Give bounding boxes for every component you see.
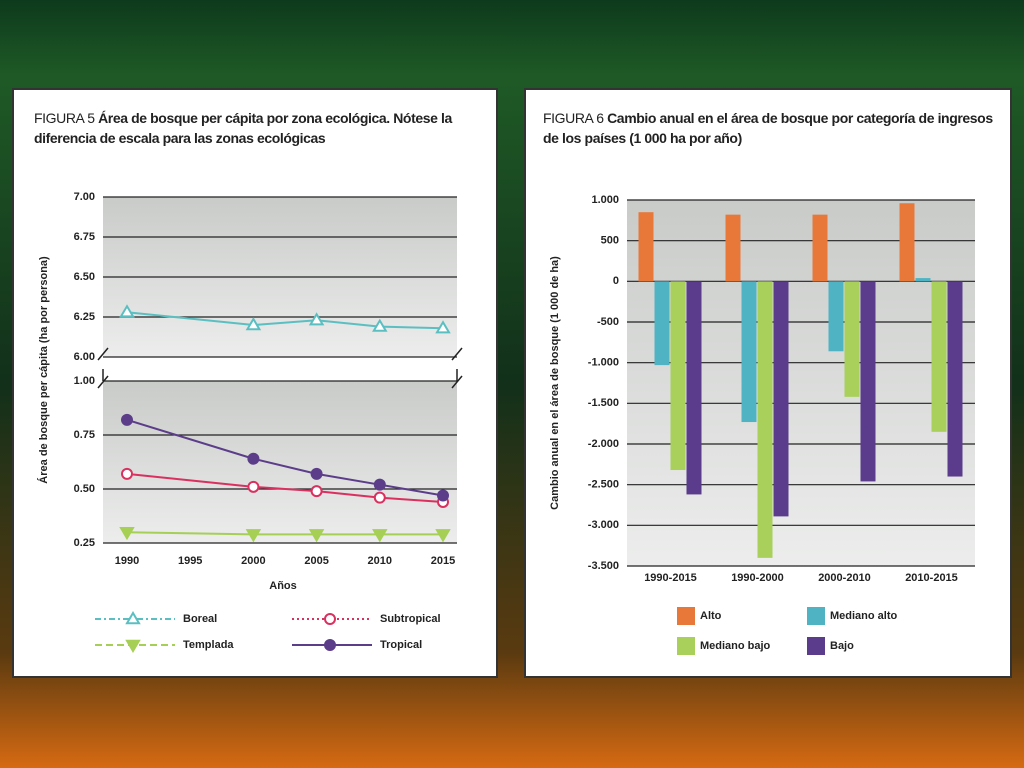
marker <box>121 413 133 426</box>
marker <box>308 529 325 543</box>
y-axis-label: Área de bosque per cápita (ha por person… <box>37 256 50 484</box>
x-tick-label: 2010 <box>368 555 392 567</box>
legend-label: Mediano alto <box>830 610 898 622</box>
legend-swatch <box>677 637 695 655</box>
marker <box>373 478 386 491</box>
y-tick-label: -500 <box>597 316 619 328</box>
y-tick-label: 0.50 <box>74 483 95 495</box>
figure-label: FIGURA 5 <box>34 110 95 126</box>
axis-break <box>97 347 463 389</box>
marker <box>437 489 449 502</box>
y-tick-label: 1.000 <box>591 194 619 206</box>
marker <box>372 318 388 332</box>
x-axis-label: Años <box>269 580 297 592</box>
marker <box>245 317 262 331</box>
marker <box>435 320 451 334</box>
x-tick-label: 2005 <box>304 555 328 567</box>
x-tick-label: 2000 <box>241 555 265 567</box>
bar <box>757 281 773 558</box>
y-tick-label: -2.000 <box>588 438 619 450</box>
legend-swatch <box>807 607 825 625</box>
legend-marker <box>125 611 141 625</box>
bar <box>725 214 741 282</box>
bar <box>947 281 963 477</box>
bar <box>915 278 931 282</box>
y-tick-label: -3.500 <box>588 560 619 572</box>
y-tick-label: 7.00 <box>74 191 95 203</box>
bar <box>741 281 757 423</box>
y-tick-label: 500 <box>601 235 619 247</box>
title-block: FIGURA 6 Cambio anual en el área de bosq… <box>543 108 1005 148</box>
y-tick-label: -1.000 <box>588 357 619 369</box>
marker <box>308 312 325 326</box>
y-tick-label: 0.25 <box>74 537 95 549</box>
bar <box>828 281 844 352</box>
y-tick-label: 1.00 <box>74 375 95 387</box>
marker <box>245 529 262 543</box>
marker <box>247 452 260 465</box>
y-tick-label: -1.500 <box>588 397 619 409</box>
bar <box>654 281 670 366</box>
x-tick-label: 2000-2010 <box>818 572 871 584</box>
x-tick-label: 2010-2015 <box>905 572 958 584</box>
legend-label: Boreal <box>183 613 217 625</box>
bar <box>686 281 702 495</box>
marker <box>435 529 451 543</box>
bar <box>931 281 947 432</box>
chart-title: Área de bosque per cápita por zona ecoló… <box>34 110 452 146</box>
legend-marker <box>125 639 141 653</box>
y-tick-label: 6.75 <box>74 231 95 243</box>
marker <box>310 467 323 480</box>
bar <box>670 281 686 471</box>
marker <box>310 485 323 498</box>
bar <box>638 212 654 282</box>
title-block: FIGURA 5 Área de bosque per cápita por z… <box>34 108 484 148</box>
legend-label: Mediano bajo <box>700 640 771 652</box>
legend-label: Templada <box>183 639 234 651</box>
y-tick-label: 0 <box>613 275 619 287</box>
x-tick-label: 2015 <box>431 555 455 567</box>
marker <box>119 304 135 318</box>
bar <box>860 281 876 482</box>
bar <box>844 281 860 397</box>
marker <box>121 467 133 480</box>
y-axis-label: Cambio anual en el área de bosque (1 000… <box>549 256 561 510</box>
x-tick-label: 1995 <box>178 555 202 567</box>
bar <box>773 281 789 517</box>
figure-label: FIGURA 6 <box>543 110 604 126</box>
legend-label: Tropical <box>380 639 422 651</box>
bar <box>899 203 915 282</box>
y-tick-label: -3.000 <box>588 519 619 531</box>
legend-marker <box>324 613 336 625</box>
x-tick-label: 1990 <box>115 555 139 567</box>
x-tick-label: 1990-2000 <box>731 572 784 584</box>
legend-swatch <box>807 637 825 655</box>
y-tick-label: -2.500 <box>588 479 619 491</box>
chart-title: Cambio anual en el área de bosque por ca… <box>543 110 993 146</box>
bar <box>812 214 828 282</box>
legend-swatch <box>677 607 695 625</box>
legend-marker <box>324 639 336 651</box>
y-tick-label: 0.75 <box>74 429 95 441</box>
marker <box>373 491 386 504</box>
y-tick-label: 6.00 <box>74 351 95 363</box>
y-tick-label: 6.25 <box>74 311 95 323</box>
legend-label: Bajo <box>830 640 854 652</box>
x-tick-label: 1990-2015 <box>644 572 697 584</box>
y-tick-label: 6.50 <box>74 271 95 283</box>
plot-area <box>103 381 457 543</box>
legend-label: Subtropical <box>380 613 441 625</box>
marker <box>247 480 260 493</box>
legend-label: Alto <box>700 610 722 622</box>
marker <box>119 527 135 541</box>
marker <box>372 529 388 543</box>
